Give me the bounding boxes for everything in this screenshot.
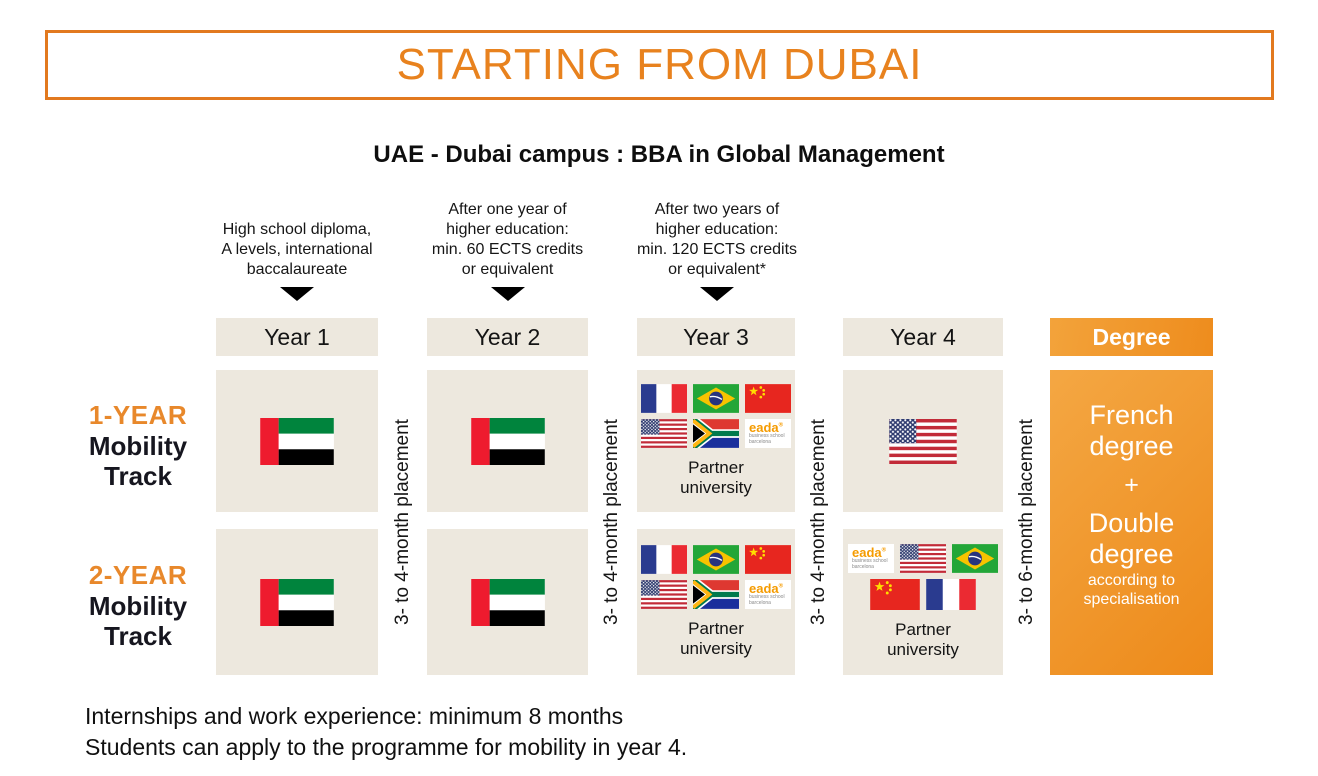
eada-logo-subtext: business school barcelona (749, 432, 785, 445)
placement-label-3: 3- to 4-month placement (808, 419, 829, 626)
degree-line-french: French degree (1089, 400, 1174, 462)
degree-plus: + (1124, 471, 1139, 500)
eada-logo-name: eada® (749, 419, 784, 435)
year-header-2: Year 2 (427, 318, 588, 356)
eada-logo: eada® business school barcelona (745, 579, 791, 609)
usa-flag-icon (641, 579, 687, 609)
cell-track1-year3: eada® business school barcelona Partner … (637, 370, 795, 512)
degree-note: according to specialisation (1083, 572, 1180, 608)
down-triangle-icon (490, 287, 525, 301)
uae-flag-icon (470, 417, 545, 465)
france-flag-icon (641, 544, 687, 574)
uae-flag-icon (470, 578, 545, 626)
year-header-3: Year 3 (637, 318, 795, 356)
france-flag-icon (641, 383, 687, 413)
brazil-flag-icon (693, 383, 739, 413)
usa-flag-icon (641, 418, 687, 448)
subtitle: UAE - Dubai campus : BBA in Global Manag… (373, 141, 945, 168)
china-flag-icon (745, 383, 791, 413)
eada-logo-name: eada® (749, 580, 784, 596)
china-flag-icon (870, 578, 920, 610)
placement-label-4: 3- to 6-month placement (1016, 419, 1037, 626)
degree-header: Degree (1050, 318, 1213, 356)
partner-flag-grid: eada® business school barcelona (641, 383, 791, 448)
cell-track2-year2 (427, 529, 588, 675)
brazil-flag-icon (693, 544, 739, 574)
track-label-1-year: 1-YEAR Mobility Track (52, 400, 224, 492)
partner-flag-grid: eada® business school barcelona (641, 544, 791, 609)
eada-logo-name: eada® (852, 544, 887, 560)
france-flag-icon (926, 578, 976, 610)
cell-track1-year4 (843, 370, 1003, 512)
usa-flag-icon (900, 543, 946, 573)
partner-university-label: Partner university (680, 457, 752, 497)
annotation-year2: After one year of higher education: min.… (397, 200, 618, 301)
south-africa-flag-icon (693, 418, 739, 448)
brazil-flag-icon (952, 543, 998, 573)
eada-logo: eada® business school barcelona (745, 418, 791, 448)
degree-line-double: Double degree (1088, 508, 1175, 570)
track-highlight: 1-YEAR (88, 400, 188, 430)
eada-logo-subtext: business school barcelona (749, 593, 785, 606)
partner-university-label: Partner university (887, 619, 959, 659)
south-africa-flag-icon (693, 579, 739, 609)
track-label-2-year: 2-YEAR Mobility Track (52, 560, 224, 652)
down-triangle-icon (280, 287, 314, 301)
year-header-4: Year 4 (843, 318, 1003, 356)
footer-line-2: Students can apply to the programme for … (85, 733, 688, 760)
page-title: STARTING FROM DUBAI (396, 40, 923, 89)
cell-track2-year1 (216, 529, 378, 675)
uae-flag-icon (260, 578, 334, 626)
annotation-text: High school diploma, A levels, internati… (221, 221, 373, 278)
eada-logo: eada® business school barcelona (848, 543, 894, 573)
down-triangle-icon (700, 287, 734, 301)
track-name: Mobility Track (88, 590, 188, 652)
annotation-year1: High school diploma, A levels, internati… (187, 220, 407, 301)
cell-track1-year1 (216, 370, 378, 512)
china-flag-icon (745, 544, 791, 574)
track-name: Mobility Track (88, 430, 188, 492)
eada-logo-subtext: business school barcelona (852, 557, 888, 570)
placement-label-2: 3- to 4-month placement (601, 419, 622, 626)
cell-track1-year2 (427, 370, 588, 512)
annotation-text: After one year of higher education: min.… (431, 201, 584, 278)
annotation-text: After two years of higher education: min… (636, 201, 798, 278)
footer-line-1: Internships and work experience: minimum… (85, 703, 624, 729)
placement-label-1: 3- to 4-month placement (392, 419, 413, 626)
partner-flag-grid: eada® business school barcelona (848, 543, 998, 610)
cell-track2-year4: eada® business school barcelona (843, 529, 1003, 675)
uae-flag-icon (260, 417, 334, 465)
cell-track2-year3: eada® business school barcelona Partner … (637, 529, 795, 675)
degree-box: French degree + Double degree according … (1050, 370, 1213, 675)
usa-flag-icon (889, 418, 957, 464)
footer-notes: Internships and work experience: minimum… (85, 701, 687, 762)
title-border-box: STARTING FROM DUBAI (45, 30, 1274, 100)
year-header-1: Year 1 (216, 318, 378, 356)
annotation-year3: After two years of higher education: min… (607, 200, 827, 301)
track-highlight: 2-YEAR (88, 560, 188, 590)
partner-university-label: Partner university (680, 618, 752, 658)
